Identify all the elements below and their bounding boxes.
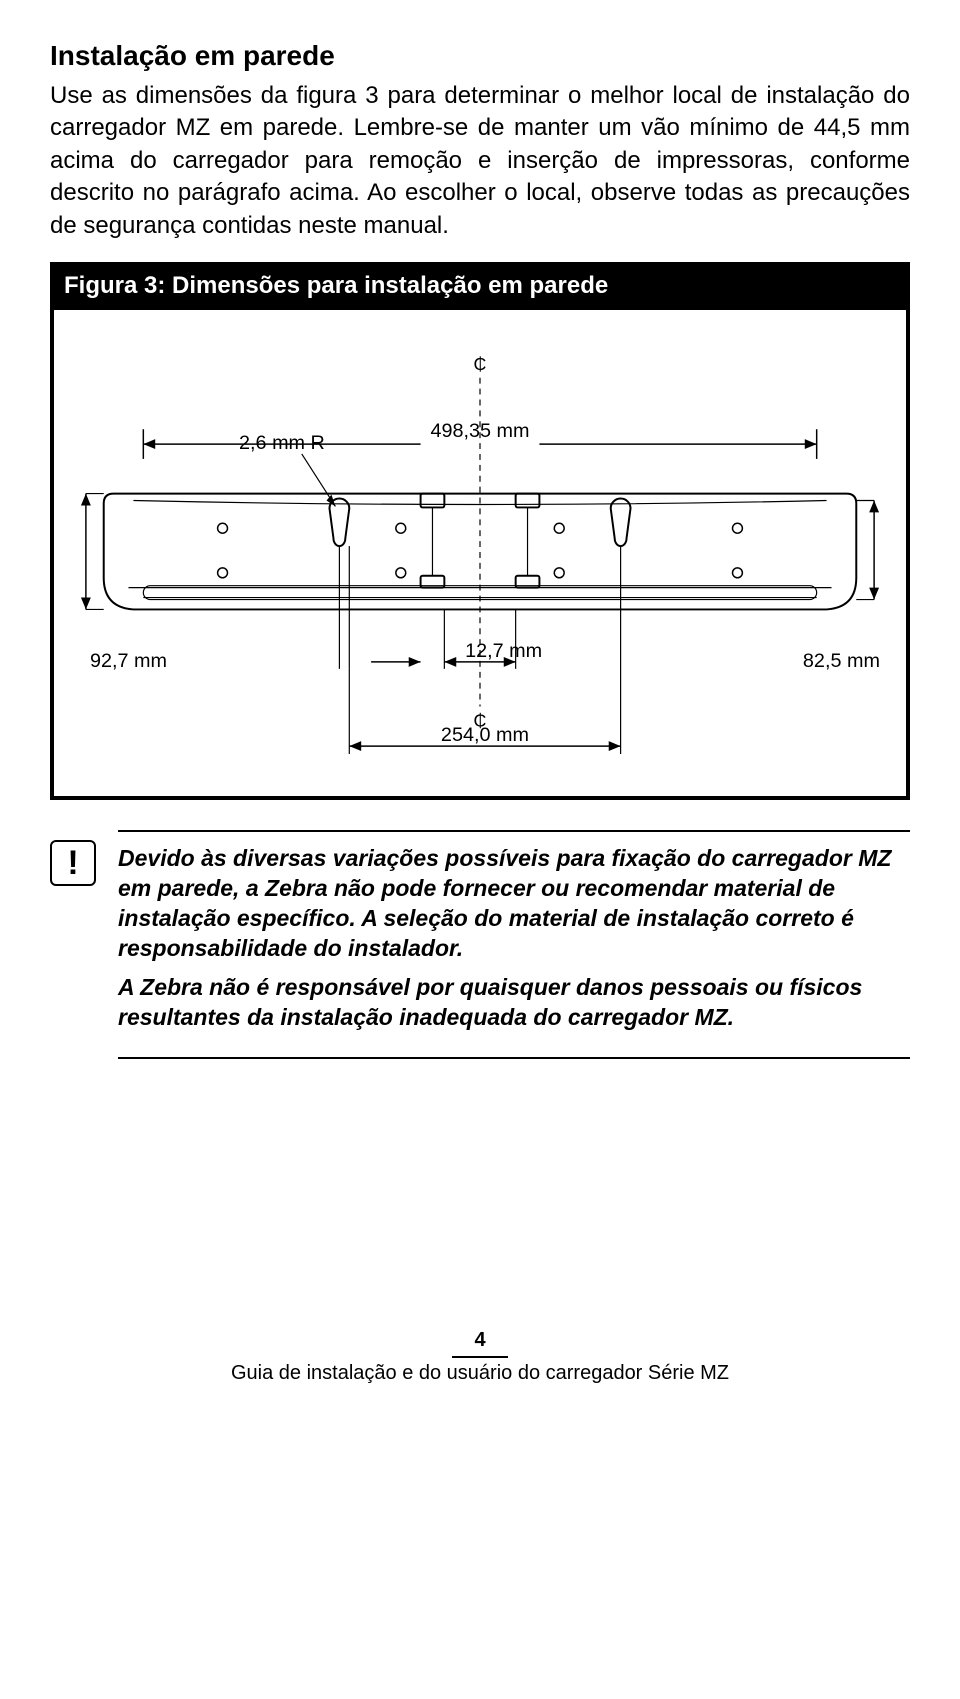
warning-para-1: Devido às diversas variações possíveis p… xyxy=(118,844,910,964)
dim-width-bottom: 254,0 mm xyxy=(441,724,529,746)
wall-mount-diagram: ₵ ₵ 498,35 mm 2,6 mm R xyxy=(74,350,886,766)
page-footer: 4 Guia de instalação e do usuário do car… xyxy=(50,1319,910,1385)
dim-width-top: 498,35 mm xyxy=(430,420,529,442)
dim-radius: 2,6 mm R xyxy=(239,432,325,454)
warning-block: ! Devido às diversas variações possíveis… xyxy=(118,830,910,1059)
warning-icon: ! xyxy=(50,840,96,886)
dim-height-right: 82,5 mm xyxy=(803,650,880,672)
figure-title: Figura 3: Dimensões para instalação em p… xyxy=(50,262,910,310)
svg-text:₵: ₵ xyxy=(474,354,487,374)
diagram: ₵ ₵ 498,35 mm 2,6 mm R xyxy=(74,350,886,766)
figure-box: ₵ ₵ 498,35 mm 2,6 mm R xyxy=(50,310,910,800)
dim-gap-center: 12,7 mm xyxy=(465,640,542,662)
section-title: Instalação em parede xyxy=(50,40,910,72)
dim-height-left: 92,7 mm xyxy=(90,650,167,672)
footer-text: Guia de instalação e do usuário do carre… xyxy=(50,1362,910,1385)
warning-para-2: A Zebra não é responsável por quaisquer … xyxy=(118,973,910,1033)
body-paragraph: Use as dimensões da figura 3 para determ… xyxy=(50,80,910,242)
warning-body: Devido às diversas variações possíveis p… xyxy=(118,844,910,1043)
page-number: 4 xyxy=(452,1329,507,1358)
